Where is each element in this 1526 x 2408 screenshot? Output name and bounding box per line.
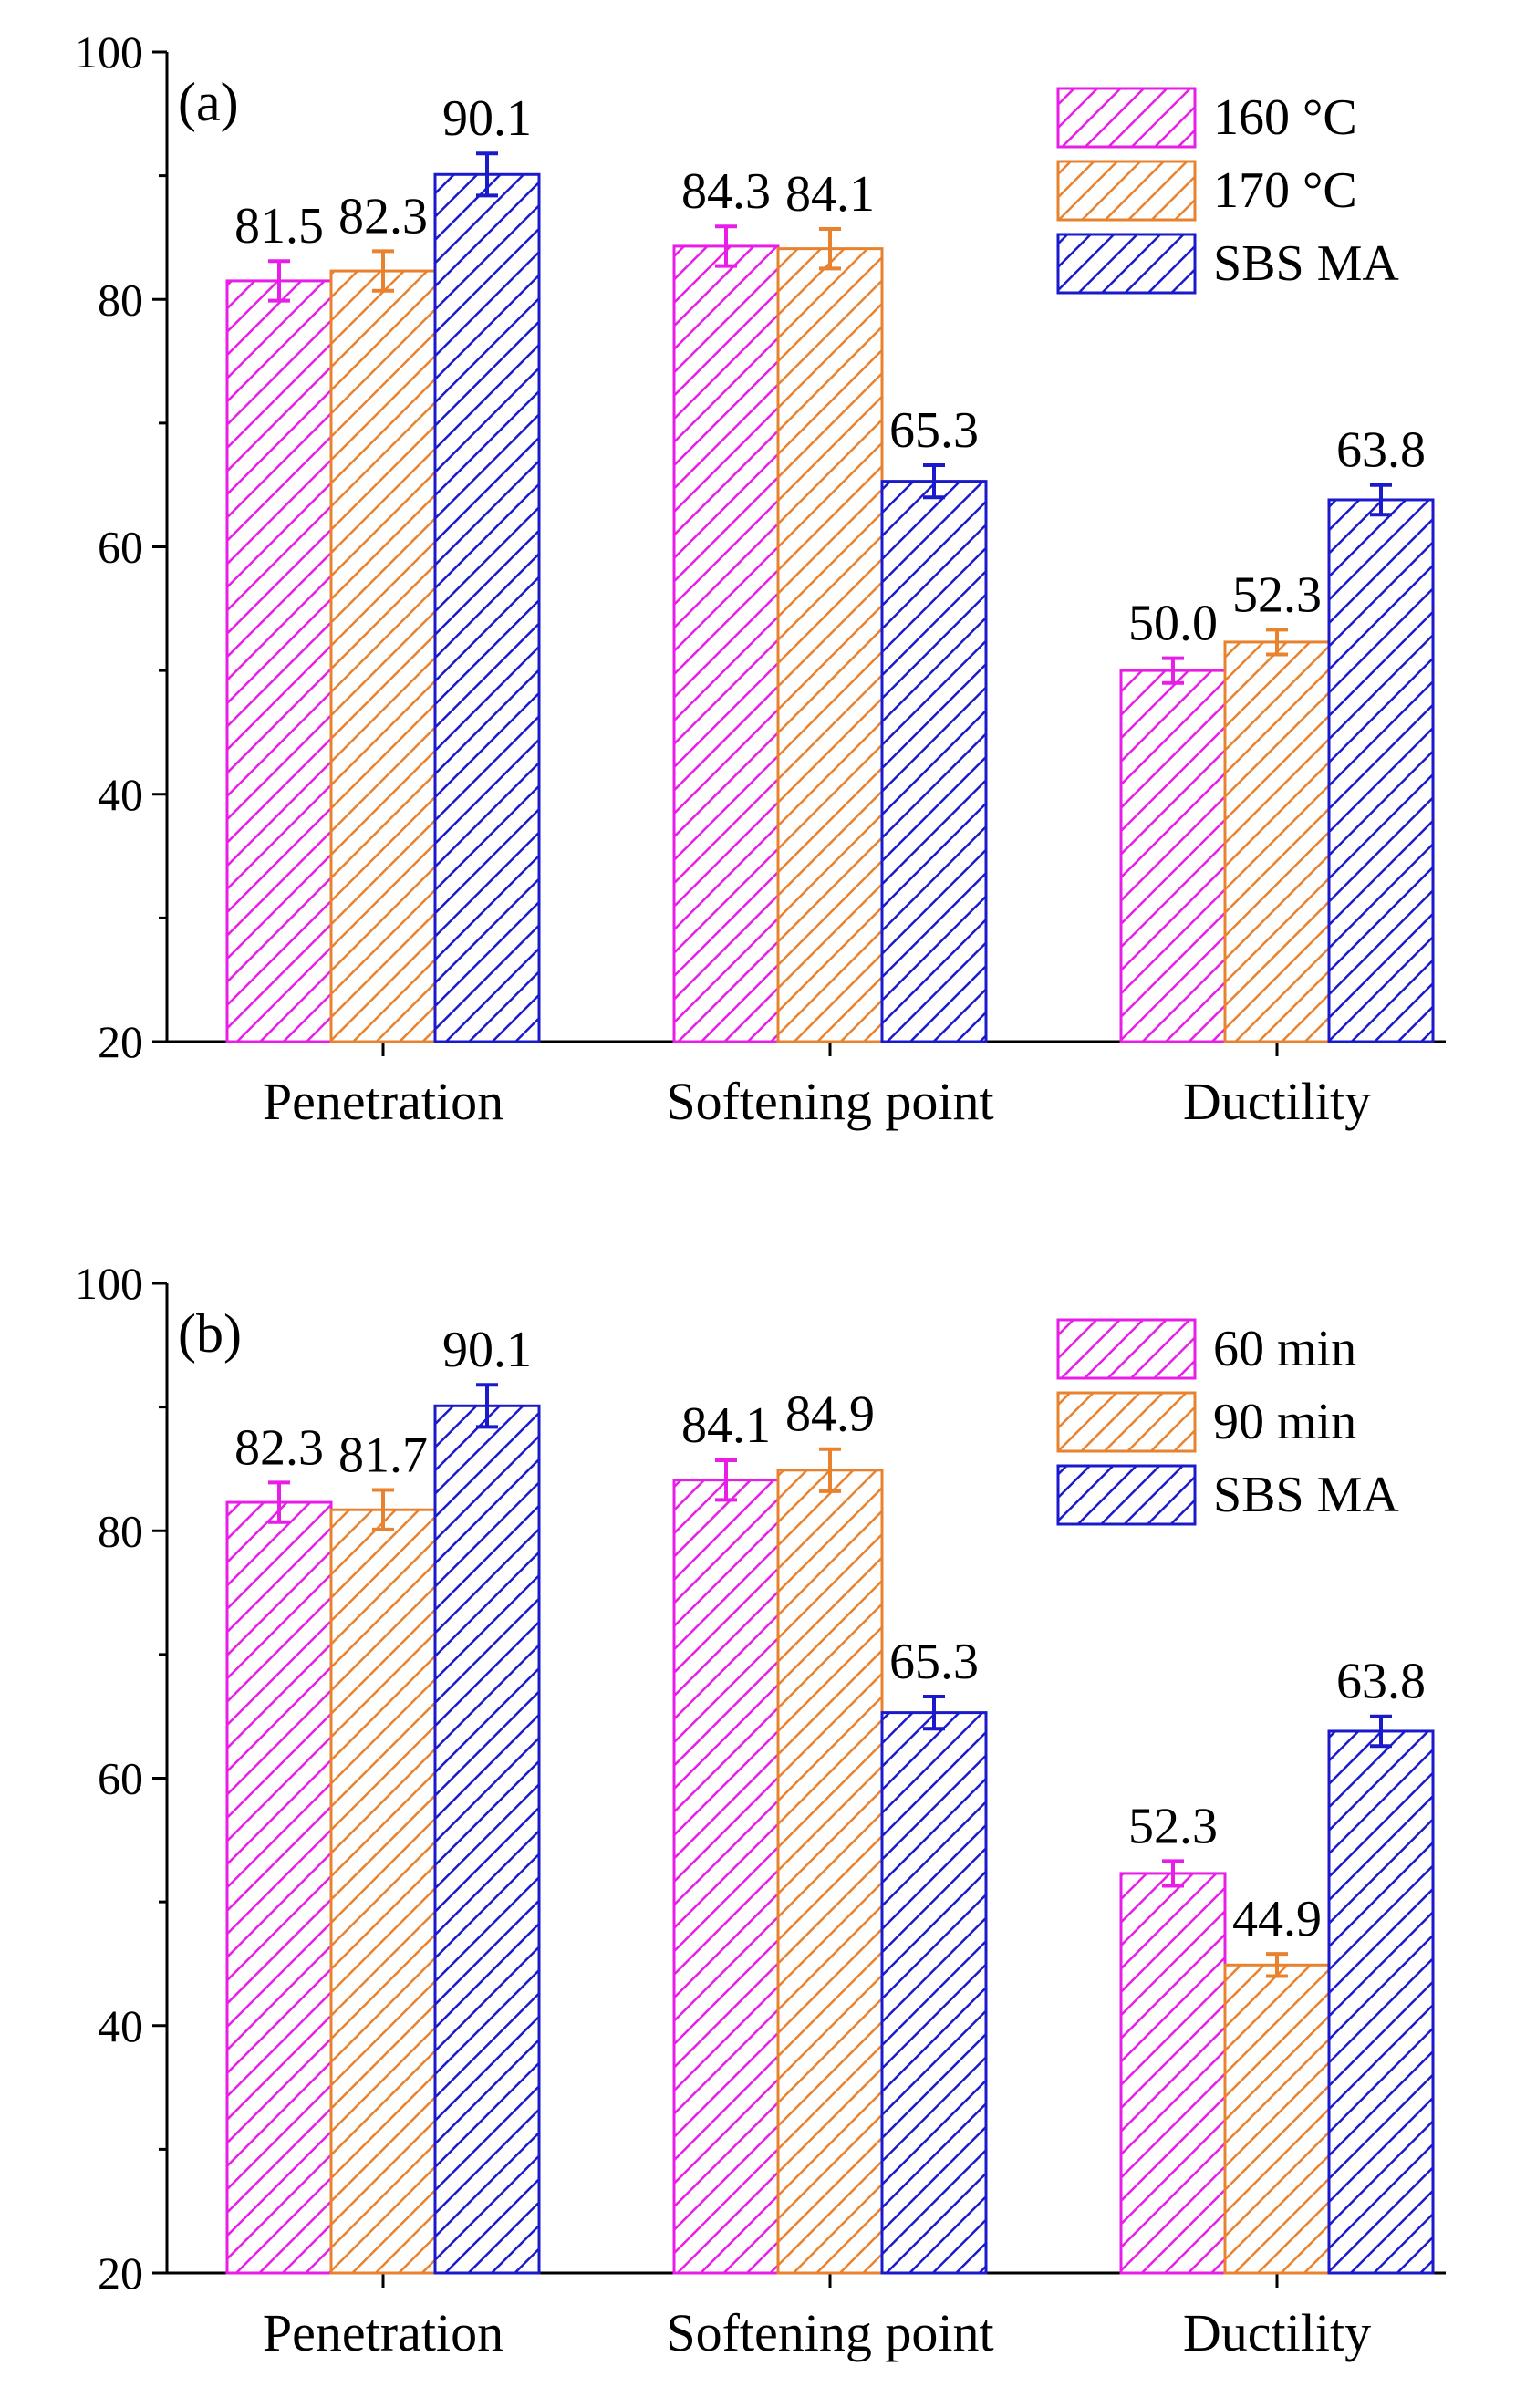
series-3: 90.1 65.3 63.8 — [433, 90, 1435, 1043]
x-tick-label: Penetration — [263, 2303, 503, 2362]
bar — [329, 1508, 437, 2275]
data-label: 81.5 — [234, 198, 324, 254]
data-label: 82.3 — [338, 188, 428, 244]
bar — [1119, 1872, 1227, 2275]
data-label: 84.9 — [785, 1386, 875, 1443]
legend-swatch — [1056, 1464, 1197, 1526]
y-tick-label: 80 — [98, 1505, 143, 1556]
y-tick-label: 100 — [75, 26, 143, 78]
data-label: 81.7 — [338, 1427, 428, 1483]
bar — [329, 269, 437, 1043]
data-label: 63.8 — [1336, 1654, 1426, 1710]
y-tick-label: 100 — [75, 1258, 143, 1309]
series-1: 81.5 84.3 50.0 — [225, 163, 1227, 1043]
panel-label: (b) — [178, 1303, 242, 1364]
legend-label: 170 °C — [1213, 162, 1357, 219]
bar — [1223, 640, 1331, 1043]
data-label: 90.1 — [442, 1322, 532, 1378]
series-1: 82.3 84.1 52.3 — [225, 1397, 1227, 2275]
legend: 160 °C 170 °C SBS MA — [1056, 87, 1399, 295]
bar — [1327, 1729, 1435, 2275]
legend-label: 160 °C — [1213, 89, 1357, 146]
bar — [1119, 669, 1227, 1043]
bar — [776, 1469, 884, 2275]
data-label: 63.8 — [1336, 422, 1426, 479]
bar — [1223, 1963, 1331, 2275]
axes: 20 40 60 80 100 Penetration Softening point Duc… — [75, 26, 1446, 1131]
bar — [672, 1479, 780, 2275]
y-tick-label: 20 — [98, 2247, 143, 2299]
data-label: 65.3 — [889, 402, 979, 459]
bar — [1327, 498, 1435, 1043]
data-label: 50.0 — [1128, 596, 1218, 652]
series-2: 82.3 84.1 52.3 — [329, 166, 1331, 1043]
y-tick-label: 60 — [98, 1753, 143, 1804]
bar — [672, 244, 780, 1043]
data-label: 82.3 — [234, 1419, 324, 1476]
series-3: 90.1 65.3 63.8 — [433, 1322, 1435, 2275]
data-label: 84.1 — [785, 166, 875, 223]
legend-swatch — [1056, 1318, 1197, 1380]
bar — [433, 172, 541, 1043]
y-tick-label: 40 — [98, 2000, 143, 2051]
bar — [776, 247, 884, 1043]
y-tick-label: 60 — [98, 522, 143, 573]
data-label: 65.3 — [889, 1634, 979, 1690]
bar — [225, 279, 333, 1043]
data-label: 44.9 — [1232, 1891, 1322, 1947]
bar — [225, 1500, 333, 2275]
chart-panel-b: 20 40 60 80 100 Penetration Softening point Duc… — [75, 1258, 1446, 2362]
legend-swatch — [1056, 1391, 1197, 1453]
legend-label: SBS MA — [1213, 1467, 1399, 1523]
legend-swatch — [1056, 233, 1197, 295]
bar — [880, 1711, 988, 2275]
chart-panel-a: 20 40 60 80 100 Penetration Softening point Duc… — [75, 26, 1446, 1131]
x-tick-label: Ductility — [1183, 2303, 1371, 2362]
y-tick-label: 20 — [98, 1016, 143, 1067]
legend-swatch — [1056, 87, 1197, 149]
series-2: 81.7 84.9 44.9 — [329, 1386, 1331, 2275]
data-label: 52.3 — [1128, 1798, 1218, 1854]
data-label: 84.1 — [681, 1397, 771, 1454]
data-label: 84.3 — [681, 163, 771, 220]
panel-label: (a) — [178, 72, 239, 132]
bar — [433, 1404, 541, 2275]
x-tick-label: Softening point — [666, 2303, 993, 2362]
y-tick-label: 40 — [98, 769, 143, 820]
legend-label: SBS MA — [1213, 235, 1399, 292]
data-label: 52.3 — [1232, 566, 1322, 623]
bar — [880, 480, 988, 1043]
x-tick-label: Penetration — [263, 1072, 503, 1131]
legend: 60 min 90 min SBS MA — [1056, 1318, 1399, 1526]
legend-label: 90 min — [1213, 1394, 1356, 1450]
data-label: 90.1 — [442, 90, 532, 147]
x-tick-label: Softening point — [666, 1072, 993, 1131]
legend-swatch — [1056, 160, 1197, 222]
y-tick-label: 80 — [98, 274, 143, 325]
legend-label: 60 min — [1213, 1321, 1356, 1377]
x-tick-label: Ductility — [1183, 1072, 1371, 1131]
